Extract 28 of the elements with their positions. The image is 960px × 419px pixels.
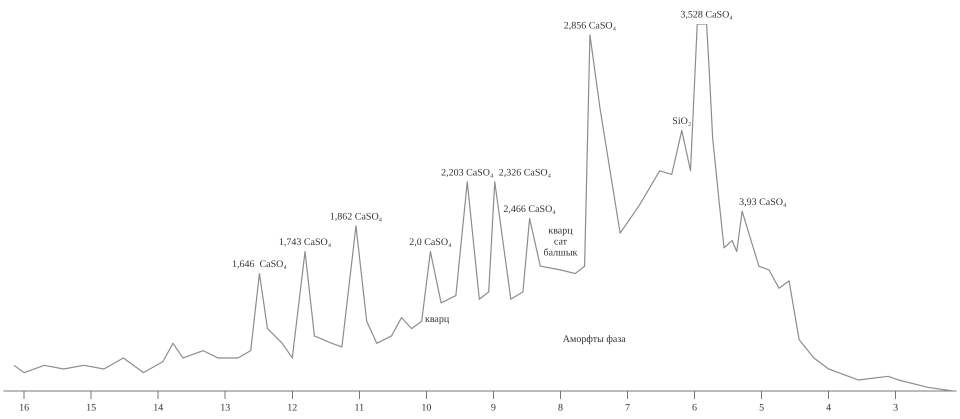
annotation: SiO₂ (672, 116, 692, 128)
x-tick-label: 7 (624, 402, 630, 414)
annotation: 2,856 CaSO₄ (564, 20, 617, 32)
annotation: кварц (424, 314, 450, 326)
x-tick-label: 16 (19, 402, 30, 414)
annotation: 1,862 CaSO₄ (330, 211, 383, 222)
x-tick-label: 5 (759, 402, 764, 414)
annotation: Аморфты фаза (562, 334, 626, 346)
annotation: 1,743 CaSO₄ (278, 237, 332, 248)
x-tick-label: 6 (692, 402, 698, 414)
annotation: 2,0 CaSO₄ (409, 237, 452, 248)
x-tick-label: 13 (220, 402, 230, 414)
x-tick-label: 3 (893, 402, 898, 414)
x-tick-label: 14 (153, 402, 164, 414)
annotation: 2,203 CaSO₄ (441, 167, 494, 178)
annotation: 3,528 CaSO₄ (680, 10, 734, 21)
x-tick-label: 9 (490, 402, 496, 414)
annotation: 1,646 CaSO₄ (232, 259, 288, 270)
x-tick-label: 4 (826, 402, 832, 414)
annotation: 2,466 CaSO₄ (503, 204, 556, 216)
x-tick-label: 12 (287, 402, 298, 414)
x-tick-label: 15 (86, 402, 96, 414)
annotation: 3,93 CaSO₄ (739, 196, 788, 208)
x-tick-label: 8 (558, 402, 563, 414)
annotation: 2,326 CaSO₄ (498, 167, 552, 178)
x-tick-label: 10 (421, 402, 432, 414)
annotation: кварц сат балшык (544, 226, 578, 259)
x-tick-label: 11 (354, 402, 364, 414)
